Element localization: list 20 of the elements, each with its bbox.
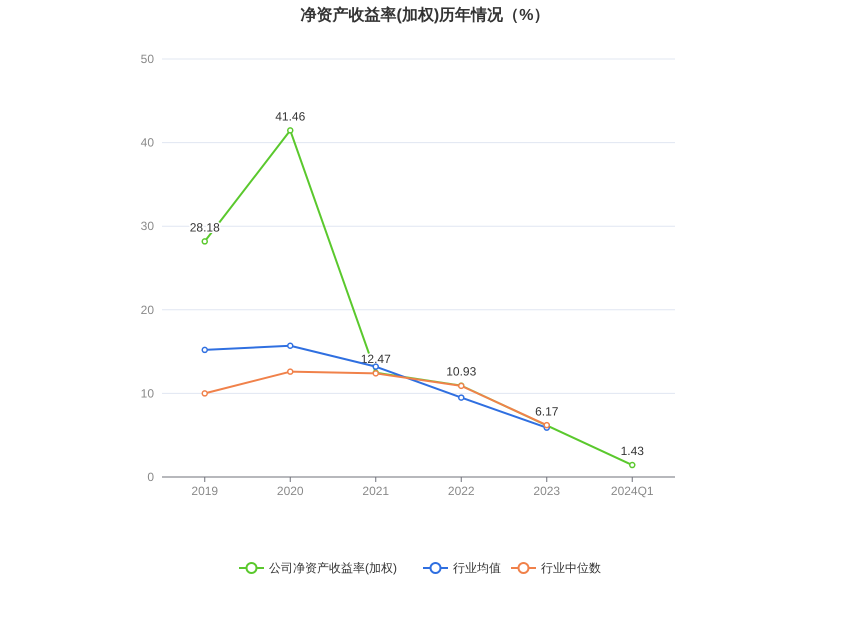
y-tick-label: 30	[140, 219, 154, 234]
data-label: 41.46	[275, 109, 306, 124]
x-tick-label: 2019	[191, 484, 218, 498]
y-tick-label: 50	[140, 52, 154, 66]
legend-label: 行业均值	[453, 561, 501, 575]
x-tick-label: 2024Q1	[610, 484, 654, 498]
chart-title: 净资产收益率(加权)历年情况（%）	[300, 5, 550, 24]
x-tick-label: 2022	[448, 484, 475, 498]
y-tick-label: 10	[140, 386, 154, 400]
x-tick-label: 2023	[533, 484, 560, 498]
y-tick-label: 40	[140, 136, 154, 150]
data-label: 1.43	[620, 444, 644, 458]
y-tick-label: 0	[147, 470, 154, 484]
legend-label: 公司净资产收益率(加权)	[269, 561, 397, 575]
legend-label: 行业中位数	[541, 561, 601, 575]
x-tick-label: 2020	[276, 484, 304, 498]
y-tick-label: 20	[140, 302, 154, 317]
data-label: 10.93	[446, 364, 477, 379]
data-label: 6.17	[535, 404, 559, 418]
x-tick-label: 2021	[362, 484, 390, 498]
